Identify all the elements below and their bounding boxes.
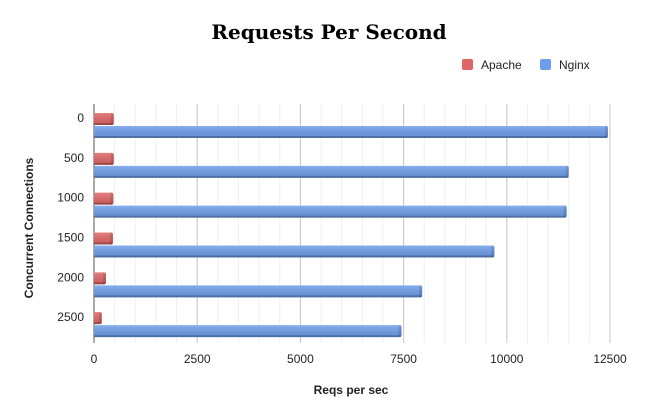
bar-end-cap [110,152,114,165]
x-tick-labels: 0 2500 5000 7500 10000 12500 [91,352,627,366]
bar-bottom-edge [94,282,105,285]
bar-nginx-2500 [94,325,402,338]
bar-shading [94,113,114,125]
bar-apache-2500 [94,312,102,325]
bar-end-cap [109,232,113,245]
bar-bottom-edge [94,136,607,138]
bar-nginx-500 [94,165,569,178]
bar-bottom-edge [94,202,113,205]
bar-shading [94,325,402,338]
bars [94,113,608,338]
y-axis-title: Concurrent Connections [22,157,36,298]
x-tick-label-5000: 5000 [287,352,314,366]
bar-apache-0 [94,113,114,125]
bar-shading [94,126,608,138]
bar-end-cap [110,113,114,125]
bar-end-cap [604,126,608,138]
gridlines [93,104,611,343]
bar-shading [94,272,106,285]
x-axis-title: Reqs per sec [314,383,389,397]
bar-bottom-edge [94,123,113,125]
bar-bottom-edge [94,322,101,325]
legend-label-nginx: Nginx [559,58,590,72]
bar-end-cap [398,325,402,338]
bar-nginx-1500 [94,245,495,258]
legend-swatch-apache [462,59,473,70]
x-tick-label-12500: 12500 [593,352,627,366]
bar-end-cap [102,272,106,285]
bar-nginx-2000 [94,285,423,298]
bar-shading [94,232,113,245]
bar-end-cap [563,205,567,218]
bar-nginx-0 [94,126,608,138]
bar-shading [94,205,567,218]
bar-shading [94,165,569,178]
bar-bottom-edge [94,335,401,338]
y-tick-label-2500: 2500 [57,310,84,324]
legend: Apache Nginx [462,58,590,72]
bar-bottom-edge [94,162,113,165]
bar-shading [94,285,423,298]
bar-end-cap [98,312,102,325]
y-tick-label-1500: 1500 [57,230,84,244]
bar-shading [94,245,495,258]
x-tick-label-0: 0 [91,352,98,366]
bar-bottom-edge [94,295,422,298]
bar-end-cap [491,245,495,258]
y-tick-label-1000: 1000 [57,191,84,205]
bar-end-cap [565,165,569,178]
x-tick-label-7500: 7500 [390,352,417,366]
chart-title: Requests Per Second [211,20,446,44]
bar-apache-500 [94,152,114,165]
y-tick-label-0: 0 [77,111,84,125]
bar-shading [94,312,102,325]
y-tick-label-500: 500 [64,151,84,165]
bar-apache-1500 [94,232,113,245]
bar-nginx-1000 [94,205,567,218]
bar-bottom-edge [94,255,494,258]
bar-end-cap [419,285,423,298]
legend-label-apache: Apache [481,58,522,72]
x-tick-label-2500: 2500 [184,352,211,366]
y-tick-labels: 0 500 1000 1500 2000 2500 [57,111,84,324]
bar-shading [94,192,114,205]
legend-swatch-nginx [540,59,551,70]
bar-apache-2000 [94,272,106,285]
bar-apache-1000 [94,192,114,205]
x-tick-label-10000: 10000 [490,352,524,366]
bar-bottom-edge [94,175,568,178]
bar-shading [94,152,114,165]
bar-end-cap [110,192,114,205]
bar-bottom-edge [94,242,112,245]
bar-bottom-edge [94,215,566,218]
y-tick-label-2000: 2000 [57,270,84,284]
